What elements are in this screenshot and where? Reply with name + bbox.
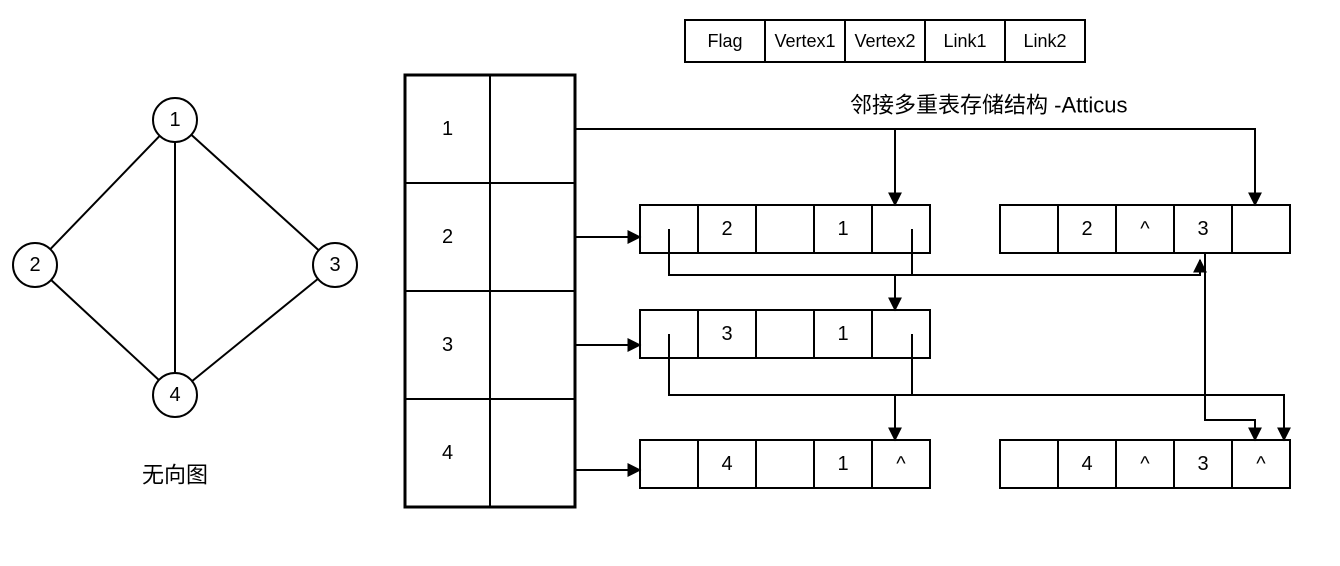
diagram-title: 邻接多重表存储结构 -Atticus	[850, 93, 1127, 118]
edge-node-cell	[756, 440, 814, 488]
vertex-ptr-cell	[490, 75, 575, 183]
edge-node-value: 2	[1081, 218, 1092, 240]
graph-edge	[192, 279, 318, 381]
edge-node-value: 3	[721, 323, 732, 345]
edge-node-value: 1	[837, 453, 848, 475]
legend-label: Flag	[707, 31, 742, 51]
edge-node-value: 4	[1081, 453, 1092, 475]
edge-node-cell	[1000, 205, 1058, 253]
legend-label: Link2	[1023, 31, 1066, 51]
vertex-label: 2	[442, 226, 453, 248]
edge-node-cell	[872, 205, 930, 253]
v1-to-e23-link1	[895, 129, 1255, 205]
e21-link1-to-e31	[895, 229, 912, 310]
graph-node-label: 3	[329, 254, 340, 276]
legend-label: Link1	[943, 31, 986, 51]
edge-node-value: 4	[721, 453, 732, 475]
edge-node-cell	[756, 205, 814, 253]
arrows	[575, 129, 1284, 470]
graph-edge	[51, 280, 159, 380]
edge-node-cell	[756, 310, 814, 358]
graph-node-label: 4	[169, 384, 180, 406]
e23-link2-to-e43-link1	[1205, 253, 1255, 440]
vertex-ptr-cell	[490, 399, 575, 507]
edge-node-cell	[1000, 440, 1058, 488]
graph-node-label: 1	[169, 109, 180, 131]
legend-label: Vertex1	[774, 31, 835, 51]
v1-to-e21-link1	[575, 129, 895, 205]
graph-edge	[50, 136, 159, 249]
edge-node-value: ^	[896, 453, 906, 475]
graph-caption: 无向图	[142, 463, 208, 488]
graph-node-label: 2	[29, 254, 40, 276]
vertex-label: 1	[442, 118, 453, 140]
vertex-label: 3	[442, 334, 453, 356]
vertex-table: 1 2 3 4	[405, 75, 575, 507]
vertex-label: 4	[442, 442, 453, 464]
e31-link1-to-e41	[895, 334, 912, 440]
vertex-ptr-cell	[490, 291, 575, 399]
edge-node-value: 2	[721, 218, 732, 240]
vertex-ptr-cell	[490, 183, 575, 291]
edge-node-value: 3	[1197, 453, 1208, 475]
graph-edge	[191, 135, 318, 250]
edge-node-cell	[640, 440, 698, 488]
edge-node-value: 1	[837, 323, 848, 345]
e31-flag-to-e43-link2	[669, 334, 1284, 440]
edge-nodes: 2 1 2 ^ 3 3 1 4 1 ^ 4 ^ 3 ^	[640, 205, 1290, 488]
edge-node-cell	[1232, 205, 1290, 253]
legend-row: Flag Vertex1 Vertex2 Link1 Link2	[685, 20, 1085, 62]
edge-node-value: ^	[1140, 218, 1150, 240]
diagram-canvas: 1 2 3 4 无向图 Flag Vertex1 Vertex2 Link1 Link2 邻接多重表…	[0, 0, 1340, 561]
edge-node-value: ^	[1140, 453, 1150, 475]
edge-node-value: ^	[1256, 453, 1266, 475]
edge-node-value: 3	[1197, 218, 1208, 240]
undirected-graph: 1 2 3 4 无向图	[13, 98, 357, 488]
edge-node-value: 1	[837, 218, 848, 240]
legend-label: Vertex2	[854, 31, 915, 51]
edge-node-cell	[872, 310, 930, 358]
